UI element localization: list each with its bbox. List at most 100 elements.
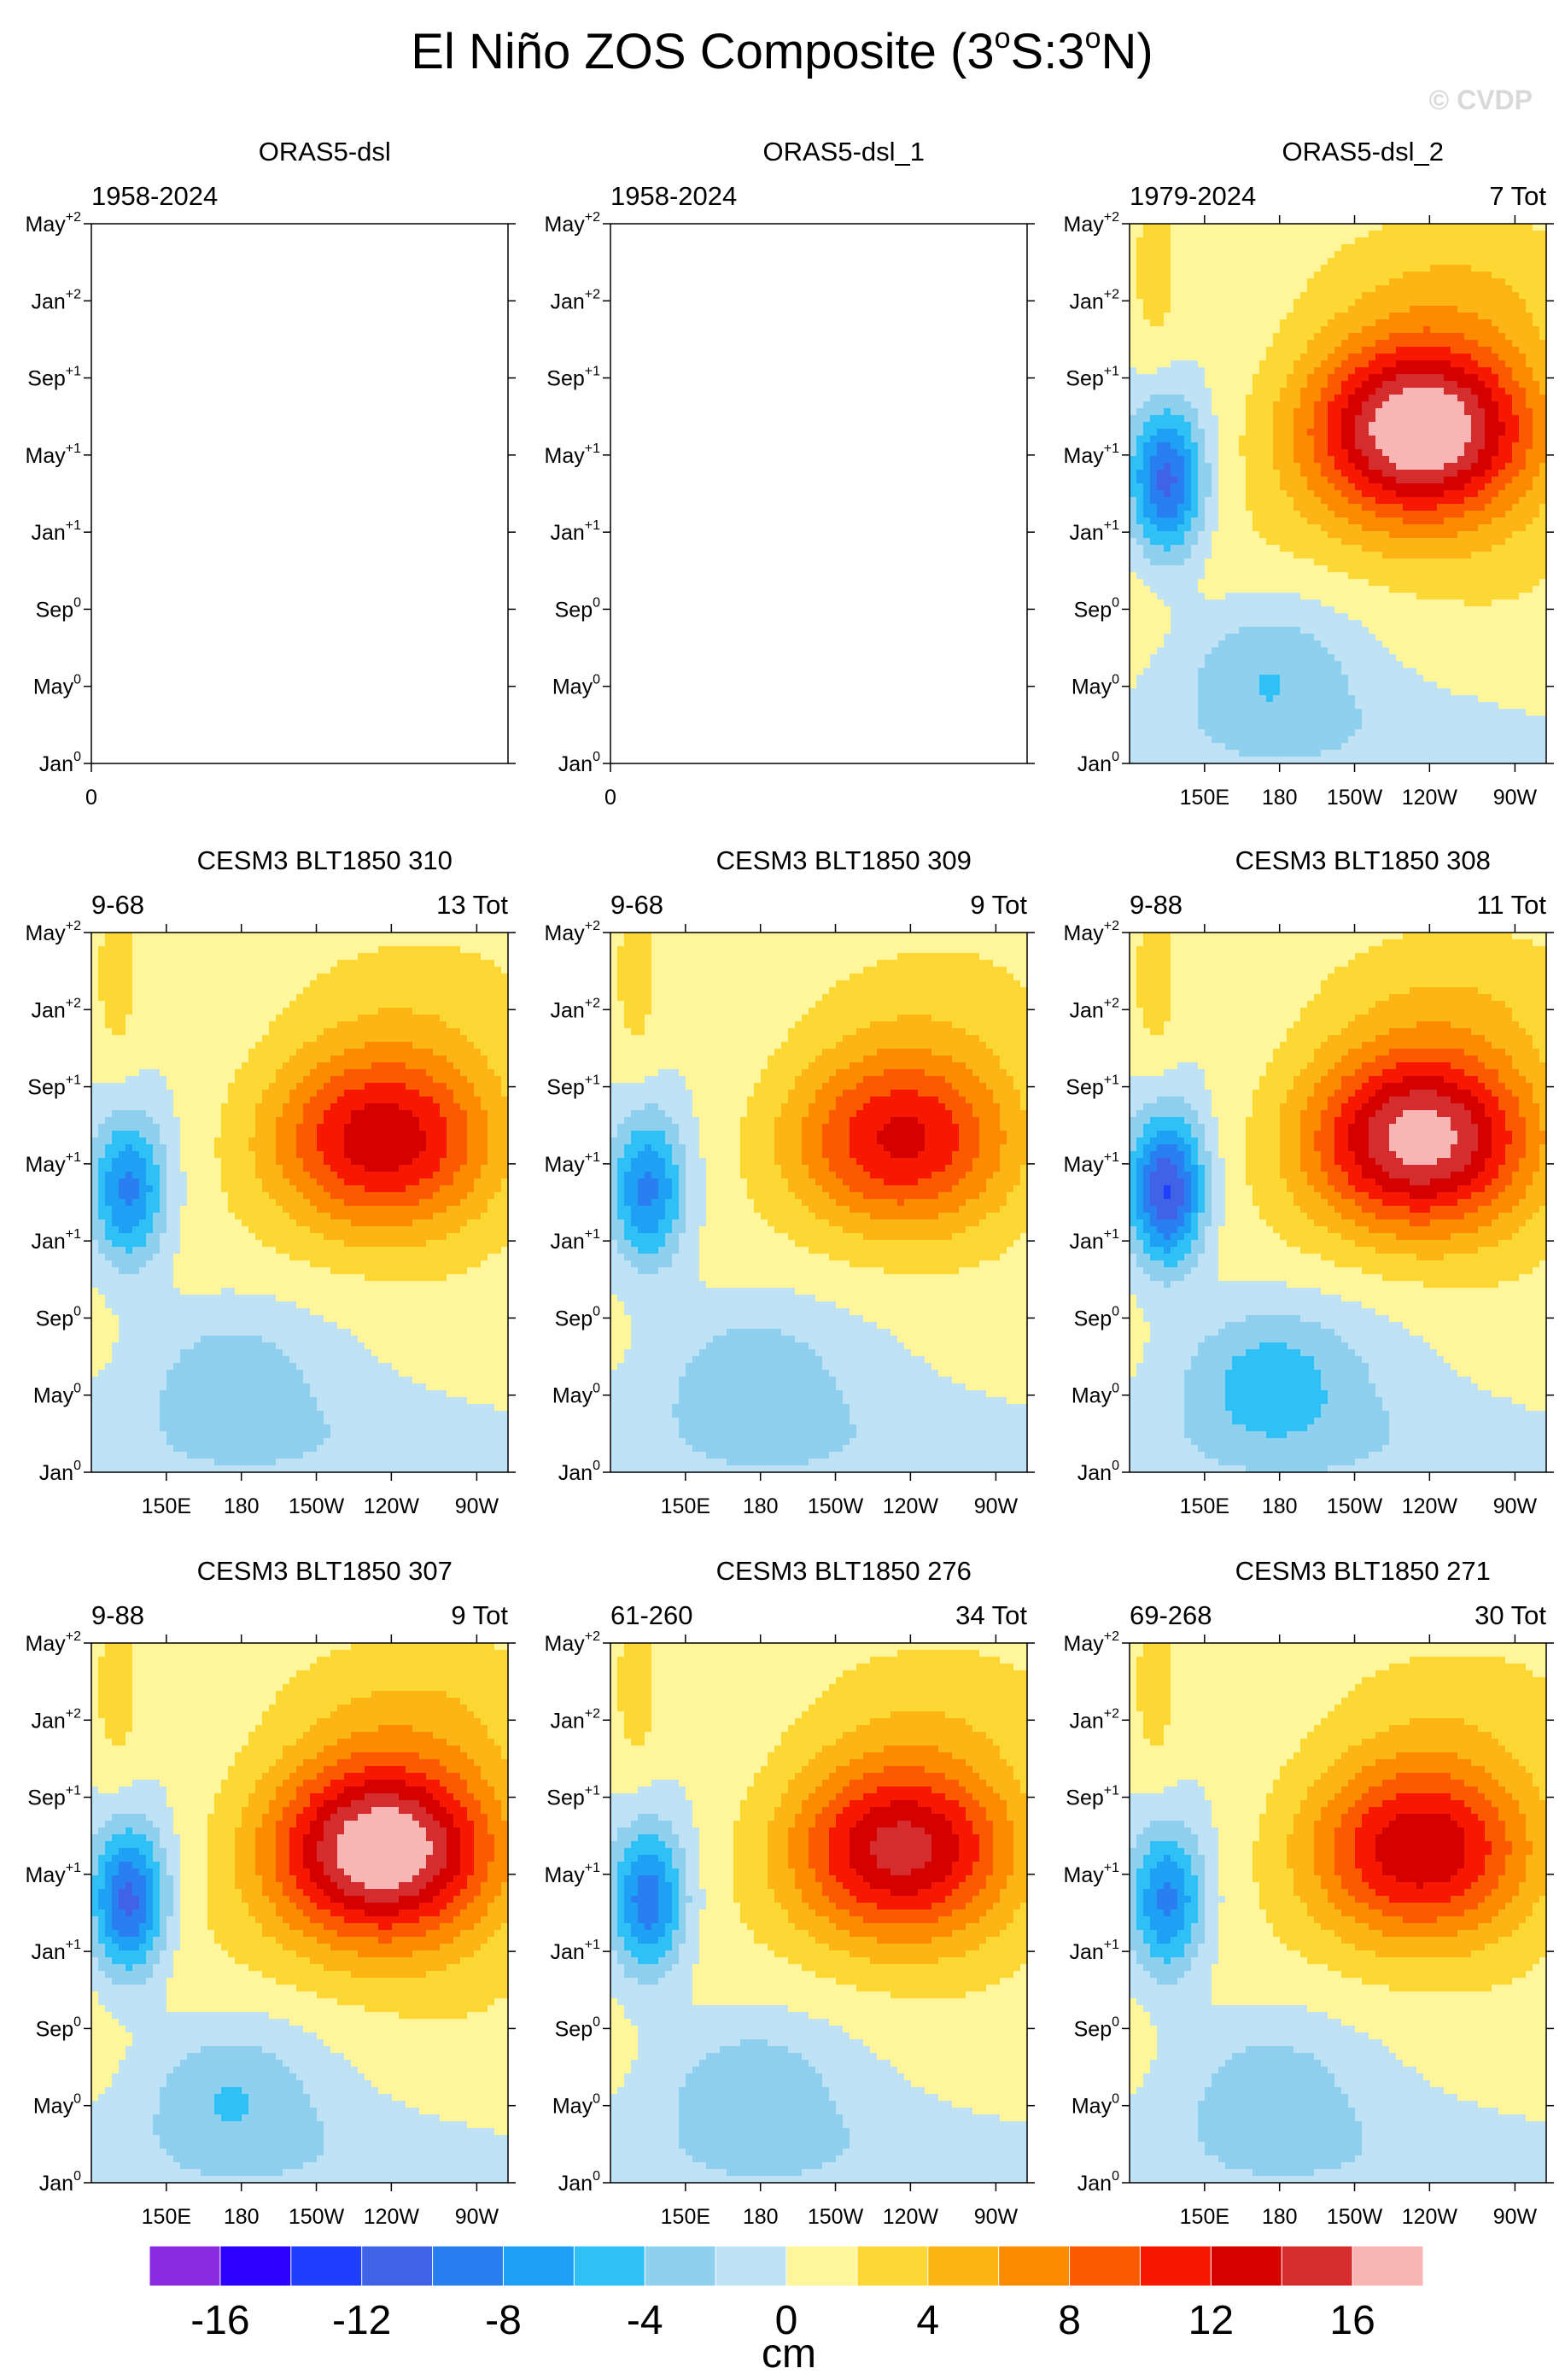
contour-cell <box>1478 272 1486 279</box>
contour-cell <box>1136 579 1144 587</box>
contour-cell <box>1130 586 1137 594</box>
contour-cell <box>1375 545 1383 553</box>
contour-cell <box>1143 449 1151 457</box>
contour-cell <box>1136 224 1144 231</box>
contour-cell <box>1451 579 1458 587</box>
contour-cell <box>1389 244 1397 252</box>
contour-cell <box>1396 244 1404 252</box>
contour-cell <box>1246 565 1253 573</box>
contour-cell <box>1287 299 1294 307</box>
contour-cell <box>1150 285 1158 293</box>
y-tick-label: Sep+1 <box>27 365 81 391</box>
contour-cell <box>1471 613 1479 621</box>
contour-cell <box>1307 470 1315 477</box>
contour-cell <box>1266 436 1274 443</box>
contour-cell <box>1362 408 1369 416</box>
contour-cell <box>1505 278 1513 286</box>
contour-cell <box>1444 244 1451 252</box>
contour-cell <box>1253 456 1260 464</box>
contour-cell <box>1471 285 1479 293</box>
contour-cell <box>1150 531 1158 539</box>
contour-cell <box>1348 470 1356 477</box>
contour-cell <box>1184 442 1192 450</box>
contour-cell <box>1280 231 1288 238</box>
contour-cell <box>1334 552 1342 559</box>
contour-cell <box>1205 606 1212 614</box>
contour-cell <box>1403 354 1410 361</box>
contour-cell <box>1205 408 1212 416</box>
contour-cell <box>1266 572 1274 580</box>
contour-cell <box>1464 313 1472 320</box>
contour-cell <box>1130 278 1137 286</box>
contour-cell <box>1526 313 1533 320</box>
contour-cell <box>1355 381 1363 389</box>
contour-cell <box>1136 231 1144 238</box>
contour-cell <box>1150 278 1158 286</box>
contour-cell <box>1321 224 1328 231</box>
contour-cell <box>1184 579 1192 587</box>
contour-cell <box>1526 422 1533 430</box>
contour-cell <box>1273 497 1281 505</box>
contour-cell <box>1396 429 1404 436</box>
contour-cell <box>1464 490 1472 498</box>
contour-cell <box>1396 449 1404 457</box>
contour-cell <box>1259 299 1267 307</box>
contour-cell <box>1382 340 1390 348</box>
contour-cell <box>1492 333 1499 341</box>
contour-cell <box>1225 258 1233 266</box>
contour-cell <box>1526 285 1533 293</box>
contour-cell <box>1273 586 1281 594</box>
contour-cell <box>1485 518 1492 525</box>
contour-cell <box>1451 224 1458 231</box>
contour-cell <box>1273 231 1281 238</box>
contour-cell <box>1403 497 1410 505</box>
contour-cell <box>1164 565 1171 573</box>
contour-cell <box>1328 360 1335 368</box>
contour-cell <box>1478 237 1486 245</box>
contour-cell <box>1328 538 1335 546</box>
contour-cell <box>1300 572 1308 580</box>
contour-cell <box>1498 408 1506 416</box>
contour-cell <box>1287 518 1294 525</box>
contour-cell <box>1307 524 1315 532</box>
contour-cell <box>1205 381 1212 389</box>
contour-cell <box>1492 545 1499 553</box>
contour-cell <box>1457 354 1465 361</box>
contour-cell <box>1444 354 1451 361</box>
contour-cell <box>1253 620 1260 628</box>
contour-cell <box>1225 244 1233 252</box>
contour-cell <box>1287 497 1294 505</box>
contour-cell <box>1212 511 1219 518</box>
contour-cell <box>1437 422 1445 430</box>
contour-cell <box>1266 463 1274 471</box>
contour-cell <box>1505 477 1513 484</box>
contour-cell <box>1430 504 1438 512</box>
contour-cell <box>1382 415 1390 423</box>
contour-cell <box>1341 558 1349 566</box>
contour-cell <box>1369 374 1376 382</box>
contour-cell <box>1348 265 1356 272</box>
contour-cell <box>1136 511 1144 518</box>
contour-cell <box>1212 354 1219 361</box>
contour-cell <box>1505 558 1513 566</box>
contour-cell <box>1464 224 1472 231</box>
contour-cell <box>1293 292 1301 300</box>
contour-cell <box>1130 436 1137 443</box>
contour-cell <box>1239 244 1247 252</box>
contour-cell <box>1198 333 1206 341</box>
contour-cell <box>1519 415 1527 423</box>
contour-cell <box>1130 401 1137 409</box>
contour-cell <box>1184 292 1192 300</box>
contour-cell <box>1341 237 1349 245</box>
contour-cell <box>1164 401 1171 409</box>
contour-cell <box>1512 456 1520 464</box>
contour-cell <box>1519 333 1527 341</box>
contour-cell <box>1348 429 1356 436</box>
contour-cell <box>1218 367 1226 375</box>
contour-cell <box>1389 360 1397 368</box>
contour-cell <box>1287 272 1294 279</box>
contour-cell <box>1130 511 1137 518</box>
contour-cell <box>1253 552 1260 559</box>
contour-cell <box>1273 524 1281 532</box>
contour-cell <box>1177 395 1185 402</box>
